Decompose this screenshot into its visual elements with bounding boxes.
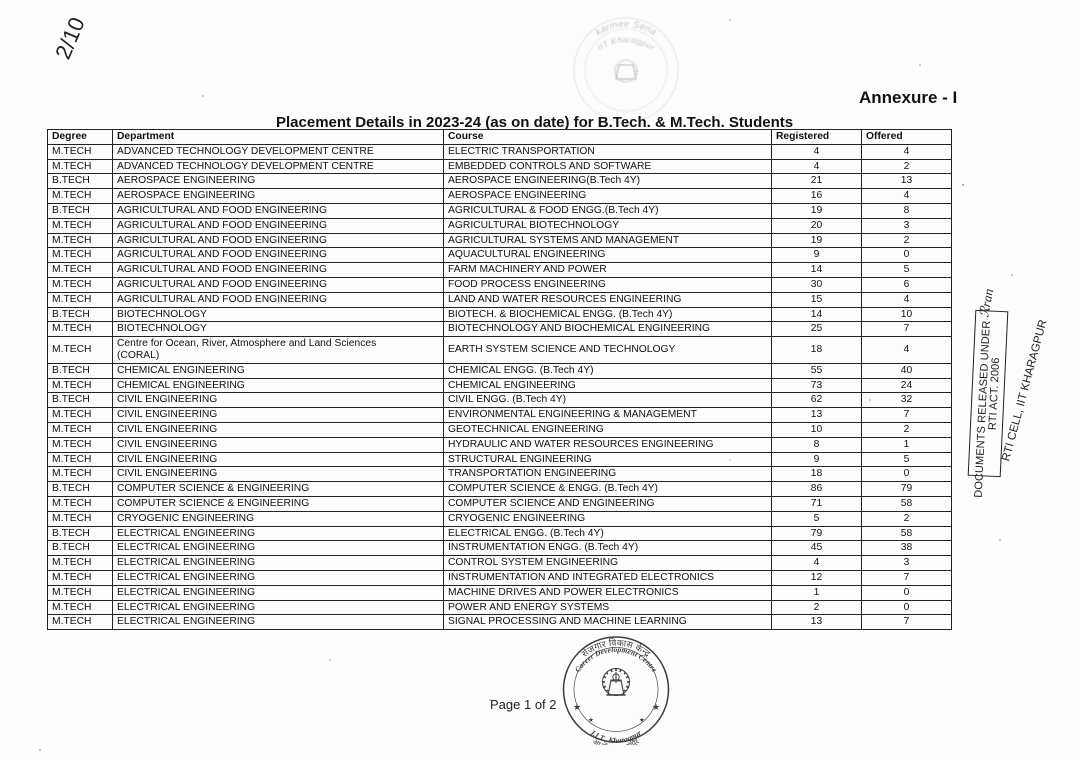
svg-text:★: ★	[652, 702, 660, 712]
svg-text:★: ★	[588, 716, 594, 724]
svg-text:★: ★	[639, 716, 645, 724]
svg-text:★: ★	[573, 702, 581, 712]
svg-text:IIT Kharagpur: IIT Kharagpur	[595, 34, 657, 53]
